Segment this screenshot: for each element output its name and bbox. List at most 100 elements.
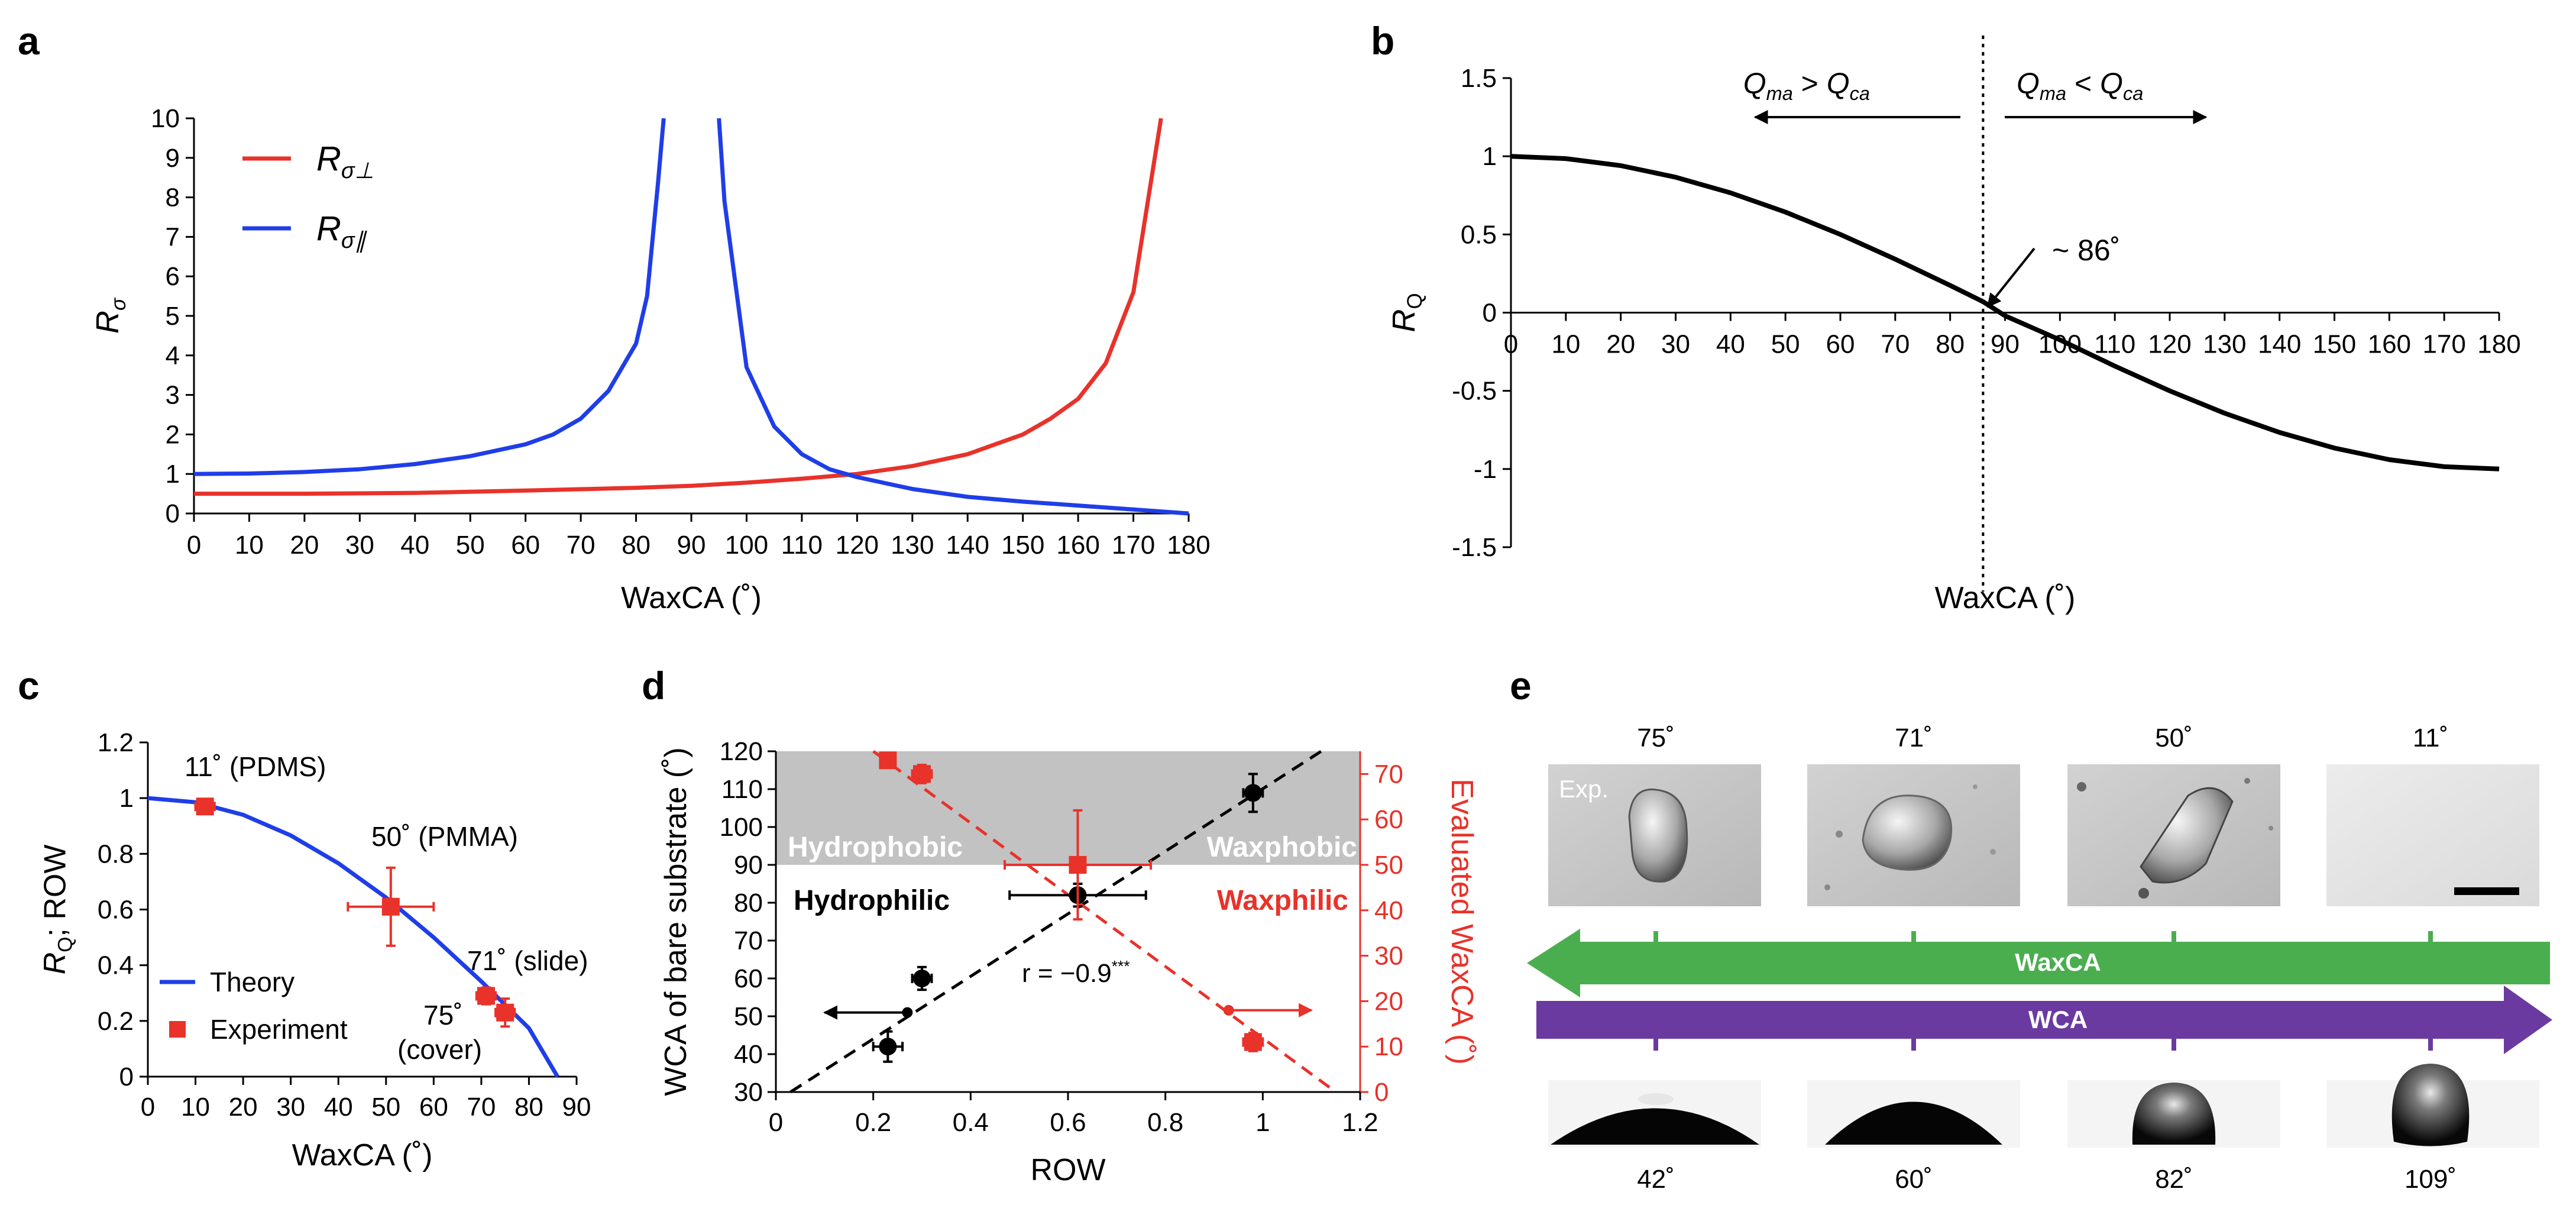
bottom-angle-label: 82˚: [2155, 1165, 2193, 1194]
x-tick-label: 0: [187, 531, 201, 560]
wca-arrow: WCA: [1536, 986, 2552, 1054]
x-tick-label: 110: [2094, 330, 2135, 359]
point-label: 71˚ (slide): [467, 945, 588, 976]
experiment-point: [496, 1003, 514, 1022]
x-tick-label: 170: [1112, 531, 1155, 560]
x-axis-label: WaxCA (˚): [621, 581, 762, 615]
y-tick-label: 8: [166, 183, 180, 212]
series-line: [193, 118, 666, 476]
top-angle-label: 75˚: [1637, 723, 1675, 752]
panel-e-images: 75˚ 71˚ 50˚ 11˚ Exp. WaxCA: [1527, 723, 2552, 1194]
x-tick-label: 80: [622, 531, 651, 560]
x-tick-label: 60: [1826, 330, 1855, 359]
y-tick-label-left: 80: [734, 889, 763, 918]
y-axis-label: RQ; ROW: [38, 845, 76, 975]
y-tick-label-left: 100: [720, 813, 763, 842]
x-tick-label: 70: [1881, 330, 1910, 359]
x-tick-label: 170: [2422, 330, 2465, 359]
panel-c-chart: 0 0.2 0.4 0.6 0.8 1 1.2 0 10 20 30 40 50 60 70 80 90 WaxC…: [38, 728, 591, 1172]
x-tick-label: 10: [235, 531, 264, 560]
x-tick-label: 40: [1716, 330, 1745, 359]
experiment-point: [381, 897, 400, 916]
bottom-angle-label: 42˚: [1637, 1165, 1675, 1194]
annotation-left: Qma > Qca: [1743, 67, 1870, 104]
wax-photo-71: [1807, 764, 2020, 906]
y-tick-label: 0.6: [98, 896, 134, 925]
drop-photo-42: [1548, 1080, 1761, 1148]
x-tick-label: 160: [2368, 330, 2411, 359]
wca-point: [879, 1038, 897, 1056]
x-axis-label: WaxCA (˚): [292, 1138, 433, 1172]
point-label: 75˚: [423, 1000, 462, 1030]
x-tick-label: 90: [562, 1093, 591, 1122]
y-tick-label: -1.5: [1452, 533, 1497, 562]
legend-label: Experiment: [210, 1014, 348, 1045]
y-tick-label-right: 70: [1374, 760, 1403, 789]
x-tick-label: 50: [456, 531, 485, 560]
y-tick-label: 4: [166, 341, 180, 370]
y-tick-label: 1: [1483, 142, 1497, 171]
x-tick-label: 130: [891, 531, 934, 560]
x-tick-label: 160: [1056, 531, 1099, 560]
y-tick-label: -0.5: [1452, 377, 1497, 406]
annotation-crossing: ~ 86˚: [2052, 234, 2120, 267]
y-tick-label-right: 0: [1374, 1078, 1389, 1107]
x-tick-label: 60: [419, 1093, 448, 1122]
x-tick-label: 0: [769, 1108, 783, 1137]
y-tick-label: 0.8: [98, 839, 134, 868]
series-line: [194, 118, 1163, 496]
region-label-hydrophilic: Hydrophilic: [794, 885, 950, 916]
x-tick-label: 150: [2313, 330, 2356, 359]
experiment-point: [196, 797, 214, 816]
y-tick-label: 2: [166, 420, 180, 449]
x-tick-label: 30: [1661, 330, 1690, 359]
x-tick-label: 70: [467, 1093, 496, 1122]
legend-label: Rσ∥: [316, 209, 368, 253]
x-tick-label: 10: [1551, 330, 1580, 359]
x-tick-label: 30: [276, 1093, 305, 1122]
y-tick-label: 3: [166, 381, 180, 410]
top-angle-label: 71˚: [1895, 723, 1933, 752]
panel-label-c: c: [18, 664, 40, 708]
y-tick-label: 0: [1483, 299, 1497, 328]
x-tick-label: 0.6: [1050, 1108, 1086, 1137]
x-tick-label: 0.4: [953, 1108, 989, 1137]
x-tick-label: 120: [836, 531, 879, 560]
x-tick-label: 50: [371, 1093, 400, 1122]
panel-b-chart: -1.5-1-0.500.511.50 10 20 30 40 50 60 70 80 90 100…: [1386, 35, 2521, 615]
x-axis-label: ROW: [1030, 1153, 1105, 1187]
drop-photo-60: [1807, 1080, 2020, 1148]
panel-label-d: d: [642, 664, 665, 708]
x-tick-label: 120: [2148, 330, 2191, 359]
y-tick-label: 1.5: [1461, 64, 1497, 93]
x-tick-label: 0: [141, 1093, 155, 1122]
region-label-waxphilic: Waxphilic: [1217, 885, 1348, 916]
y-tick-label-left: 30: [734, 1078, 763, 1107]
top-angle-label: 50˚: [2155, 723, 2193, 752]
y-tick-label-left: 50: [734, 1002, 763, 1031]
x-tick-label: 80: [1936, 330, 1965, 359]
top-angle-label: 11˚: [2413, 723, 2448, 752]
series-line: [717, 118, 1189, 516]
y-tick-label: 10: [151, 104, 180, 133]
x-tick-label: 1: [1255, 1108, 1270, 1137]
x-tick-label: 180: [1167, 531, 1210, 560]
x-tick-label: 140: [2258, 330, 2301, 359]
wax-photo-11: [2326, 764, 2539, 906]
point-label: 50˚ (PMMA): [371, 821, 518, 852]
waxca-arrow: WaxCA: [1527, 929, 2550, 997]
legend-label: Rσ⊥: [316, 140, 374, 183]
y-tick-label-left: 60: [734, 964, 763, 993]
x-tick-label: 60: [511, 531, 540, 560]
arrow-crossing: [1986, 247, 2035, 308]
y-axis-label-left: WCA of bare substrate (˚): [659, 747, 693, 1096]
y-tick-label: 0.4: [98, 951, 134, 980]
wca-point: [913, 970, 931, 987]
y-tick-label: 0.5: [1461, 220, 1497, 249]
x-tick-label: 90: [677, 531, 706, 560]
y-tick-label-left: 90: [734, 851, 763, 880]
y-tick-label: 9: [166, 144, 180, 173]
x-tick-label: 40: [400, 531, 429, 560]
y-tick-label-right: 50: [1374, 851, 1403, 880]
